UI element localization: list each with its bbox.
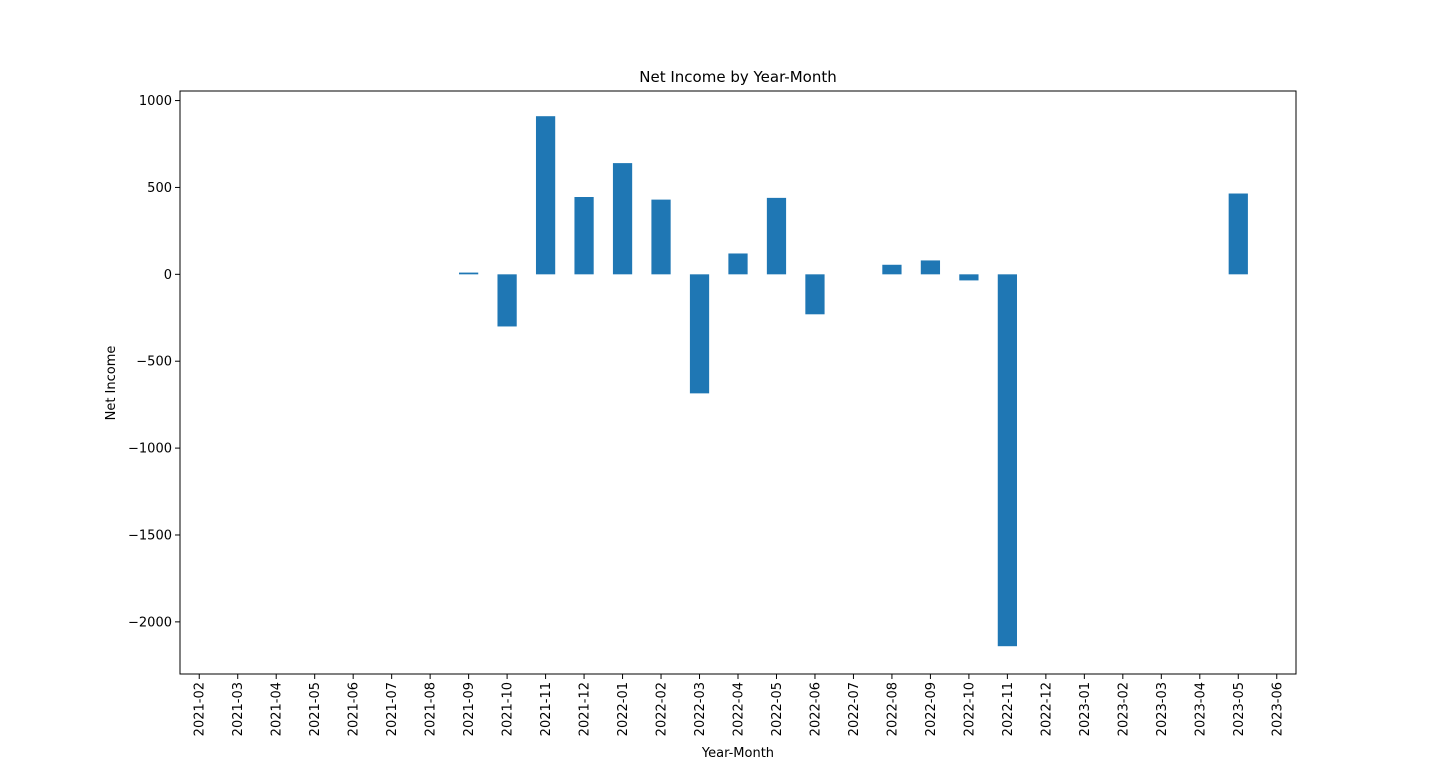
y-tick-label: −1000 (128, 442, 172, 457)
bar-2021-12 (574, 197, 594, 275)
x-tick-label: 2022-10 (962, 682, 977, 736)
y-axis-ticks: 1000 500 0 −500 −1000 −1500 −2000 (128, 94, 180, 630)
x-tick-label: 2021-08 (424, 682, 439, 736)
chart-title: Net Income by Year-Month (639, 68, 836, 86)
x-tick-label: 2021-02 (193, 682, 208, 736)
x-axis-label: Year-Month (701, 746, 774, 757)
y-tick-label: 500 (147, 181, 172, 196)
x-tick-label: 2021-10 (501, 682, 516, 736)
bar-2022-06 (805, 274, 825, 315)
bars-group (459, 116, 1248, 647)
bar-2021-11 (535, 116, 556, 275)
bar-2023-05 (1228, 193, 1248, 275)
x-tick-label: 2022-05 (770, 682, 785, 736)
y-tick-label: −1500 (128, 528, 172, 543)
x-tick-label: 2023-05 (1232, 682, 1247, 736)
bar-2022-02 (651, 199, 671, 275)
x-tick-label: 2022-07 (847, 682, 862, 736)
x-tick-label: 2023-01 (1078, 682, 1093, 736)
bar-2021-10 (497, 274, 517, 327)
bar-2022-08 (882, 264, 902, 275)
bar-2022-03 (689, 274, 710, 394)
bar-2022-04 (728, 253, 748, 275)
bar-2022-11 (997, 274, 1017, 647)
x-tick-label: 2022-03 (693, 682, 708, 736)
x-tick-label: 2022-06 (808, 682, 823, 736)
y-axis-label: Net Income (104, 346, 119, 421)
x-tick-label: 2021-03 (231, 682, 246, 736)
x-tick-label: 2022-12 (1039, 682, 1054, 736)
x-tick-label: 2022-01 (616, 682, 631, 736)
x-tick-label: 2023-03 (1155, 682, 1170, 736)
y-tick-label: 1000 (139, 94, 172, 109)
x-tick-label: 2023-06 (1270, 682, 1285, 736)
bar-2022-05 (766, 197, 787, 275)
x-tick-label: 2022-08 (885, 682, 900, 736)
y-tick-label: 0 (164, 268, 172, 283)
x-tick-label: 2021-07 (385, 682, 400, 736)
x-tick-label: 2022-04 (732, 682, 747, 736)
bar-2022-01 (612, 163, 633, 275)
x-tick-label: 2021-11 (539, 682, 554, 736)
x-axis-ticks: 2021-02 2021-03 2021-04 2021-05 2021-06 2021-… (193, 674, 1285, 736)
x-tick-label: 2021-05 (308, 682, 323, 736)
bar-2022-10 (959, 274, 979, 281)
x-tick-label: 2023-04 (1193, 682, 1208, 736)
bar-2022-09 (920, 260, 941, 275)
y-tick-label: −500 (136, 355, 172, 370)
x-tick-label: 2022-09 (924, 682, 939, 736)
x-tick-label: 2021-06 (347, 682, 362, 736)
x-tick-label: 2021-12 (578, 682, 593, 736)
bar-2021-09 (459, 272, 479, 275)
x-tick-label: 2021-09 (462, 682, 477, 736)
x-tick-label: 2021-04 (270, 682, 285, 736)
x-tick-label: 2022-11 (1001, 682, 1016, 736)
x-tick-label: 2022-02 (655, 682, 670, 736)
y-tick-label: −2000 (128, 615, 172, 630)
x-tick-label: 2023-02 (1116, 682, 1131, 736)
